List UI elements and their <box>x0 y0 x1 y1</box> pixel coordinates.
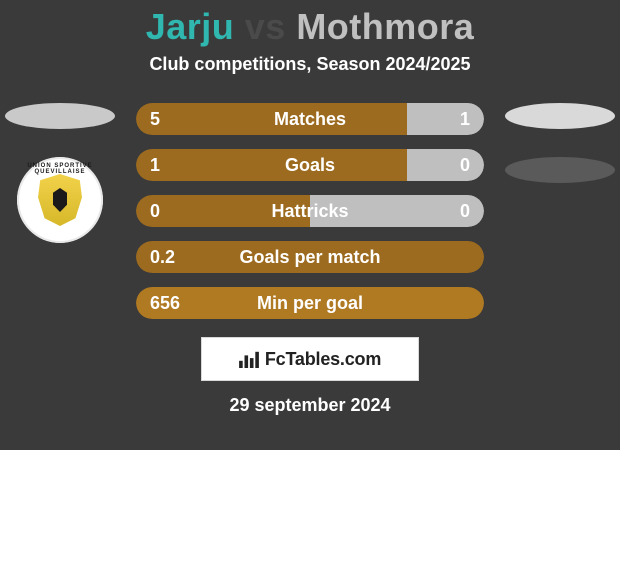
stat-bar: 51Matches <box>136 103 484 135</box>
bar-chart-icon <box>239 350 259 368</box>
stat-bar: 10Goals <box>136 149 484 181</box>
stat-bar: 0.2Goals per match <box>136 241 484 273</box>
stat-bar-label: Hattricks <box>136 195 484 227</box>
right-ellipse-placeholder-2 <box>505 157 615 183</box>
stat-bar-label: Min per goal <box>136 287 484 319</box>
left-side-column: UNION SPORTIVE QUEVILLAISE <box>0 103 120 243</box>
left-ellipse-placeholder <box>5 103 115 129</box>
stat-bar-label: Goals per match <box>136 241 484 273</box>
club-badge-left: UNION SPORTIVE QUEVILLAISE <box>17 157 103 243</box>
stat-bar: 00Hattricks <box>136 195 484 227</box>
brand-box: FcTables.com <box>201 337 419 381</box>
subtitle: Club competitions, Season 2024/2025 <box>0 54 620 75</box>
club-badge-shield-icon <box>38 174 82 226</box>
body-row: UNION SPORTIVE QUEVILLAISE 51Matches 10Go… <box>0 103 620 319</box>
date-line: 29 september 2024 <box>0 395 620 416</box>
club-badge-ring-text: UNION SPORTIVE QUEVILLAISE <box>17 163 103 175</box>
stat-bar-label: Matches <box>136 103 484 135</box>
title-player2: Mothmora <box>296 6 474 47</box>
stat-bar: 656Min per goal <box>136 287 484 319</box>
stat-bar-label: Goals <box>136 149 484 181</box>
title-vs: vs <box>245 6 286 47</box>
title-player1: Jarju <box>146 6 235 47</box>
infographic-canvas: Jarju vs Mothmora Club competitions, Sea… <box>0 0 620 450</box>
brand-text: FcTables.com <box>265 349 381 370</box>
stat-bars-column: 51Matches 10Goals 00Hattricks 0.2Goals per … <box>120 103 500 319</box>
right-side-column <box>500 103 620 183</box>
right-ellipse-placeholder-1 <box>505 103 615 129</box>
title-row: Jarju vs Mothmora <box>0 0 620 48</box>
